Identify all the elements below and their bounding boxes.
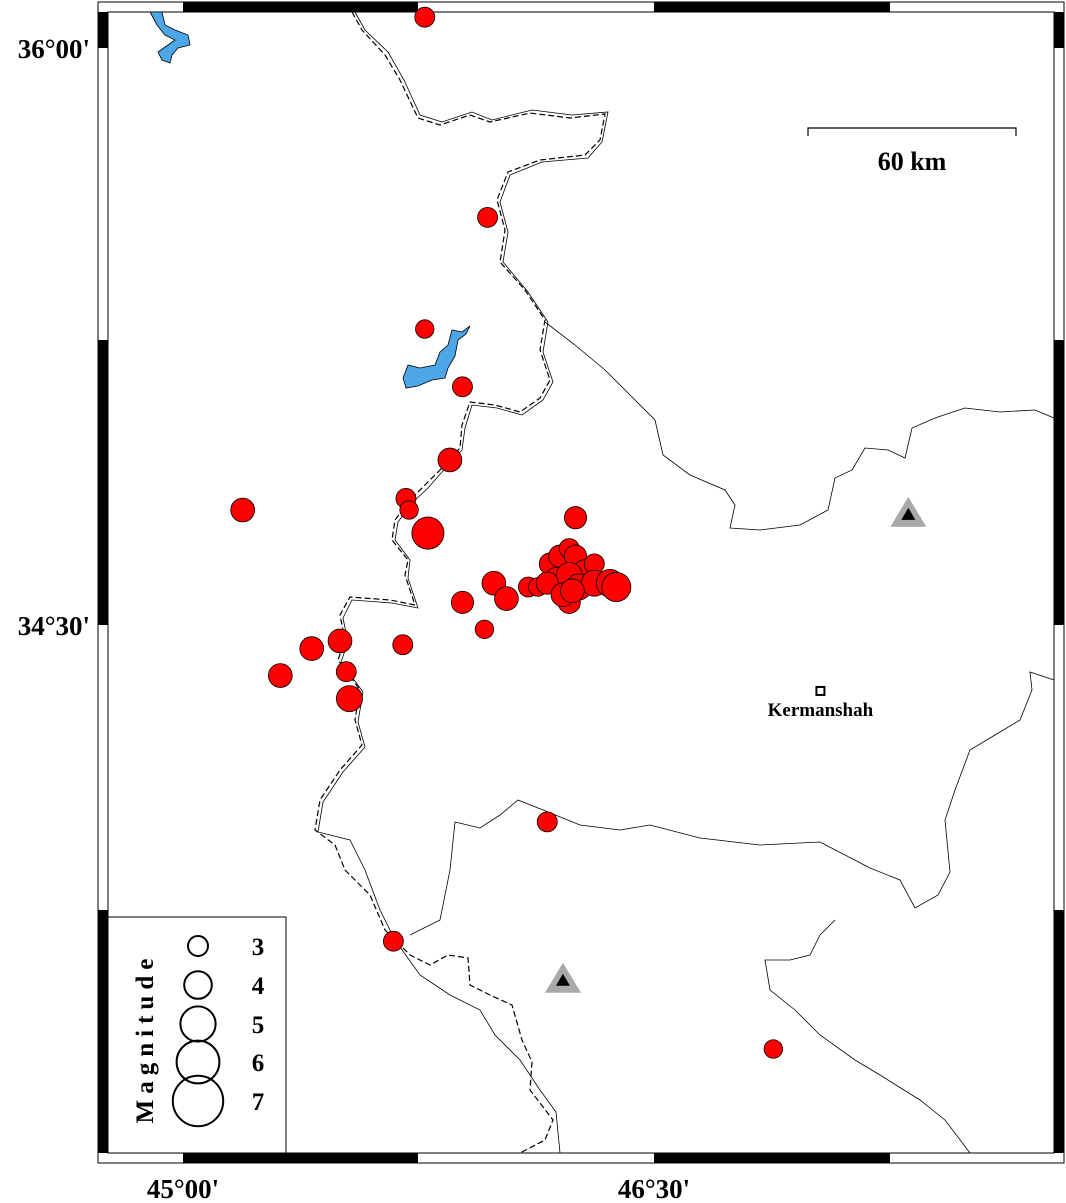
- earthquake-marker: [335, 661, 357, 683]
- earthquake-marker: [411, 516, 445, 550]
- legend-label: 5: [252, 1012, 265, 1039]
- station-triangle-icon: [890, 496, 927, 527]
- borders: [314, 11, 1055, 1154]
- earthquake-marker: [474, 619, 495, 639]
- legend-label: 7: [252, 1089, 265, 1116]
- legend-label: 3: [252, 934, 265, 961]
- lake-dukan: [402, 325, 471, 389]
- station-triangle-icon: [544, 962, 581, 993]
- legend-circle-icon: [175, 1039, 221, 1085]
- earthquake-marker: [382, 930, 404, 952]
- earthquake-marker: [230, 497, 255, 523]
- earthquake-marker: [335, 685, 363, 713]
- earthquake-marker: [494, 586, 519, 611]
- city-kermanshah: Kermanshah: [768, 685, 874, 721]
- earthquake-marker: [563, 506, 588, 530]
- legend-label: 6: [252, 1050, 265, 1077]
- earthquake-marker: [560, 578, 585, 604]
- earthquake-marker: [452, 376, 473, 398]
- city-marker-icon: [815, 685, 826, 696]
- earthquake-marker: [477, 206, 498, 228]
- legend-circle-icon: [187, 935, 209, 957]
- earthquake-marker: [299, 636, 325, 661]
- earthquake-marker: [536, 811, 558, 833]
- lat-label-36-00: 36°00': [18, 34, 90, 64]
- border-solid: [317, 11, 609, 1154]
- lon-label-46-30: 46°30': [618, 1174, 690, 1203]
- lake-north: [149, 11, 191, 64]
- legend-circle-icon: [183, 970, 213, 1000]
- legend-circle-icon: [171, 1074, 225, 1128]
- legend-label: 4: [252, 973, 265, 1000]
- earthquake-marker: [415, 319, 435, 339]
- scale-bar-label: 60 km: [878, 147, 947, 176]
- earthquake-marker: [268, 663, 293, 688]
- earthquake-marker: [601, 572, 632, 602]
- province-border-north: [544, 321, 1055, 531]
- earthquake-marker: [437, 447, 463, 473]
- earthquake-marker: [399, 500, 419, 520]
- legend-title: Magnitude: [132, 953, 159, 1124]
- earthquake-marker: [450, 590, 474, 614]
- earthquakes: [230, 6, 783, 1059]
- earthquake-marker: [392, 634, 414, 656]
- earthquake-marker: [327, 628, 353, 654]
- lon-label-45-00: 45°00': [147, 1174, 219, 1203]
- city-label: Kermanshah: [768, 700, 874, 721]
- magnitude-legend: Magnitude 3 4 5 6 7: [107, 916, 287, 1154]
- stations: [544, 496, 927, 993]
- lat-label-34-30: 34°30': [18, 611, 90, 641]
- province-border-southeast: [764, 919, 971, 1154]
- earthquake-marker: [414, 6, 436, 28]
- scale-bar: 60 km: [807, 127, 1017, 176]
- province-border-south: [409, 671, 1055, 936]
- earthquake-marker: [763, 1039, 783, 1059]
